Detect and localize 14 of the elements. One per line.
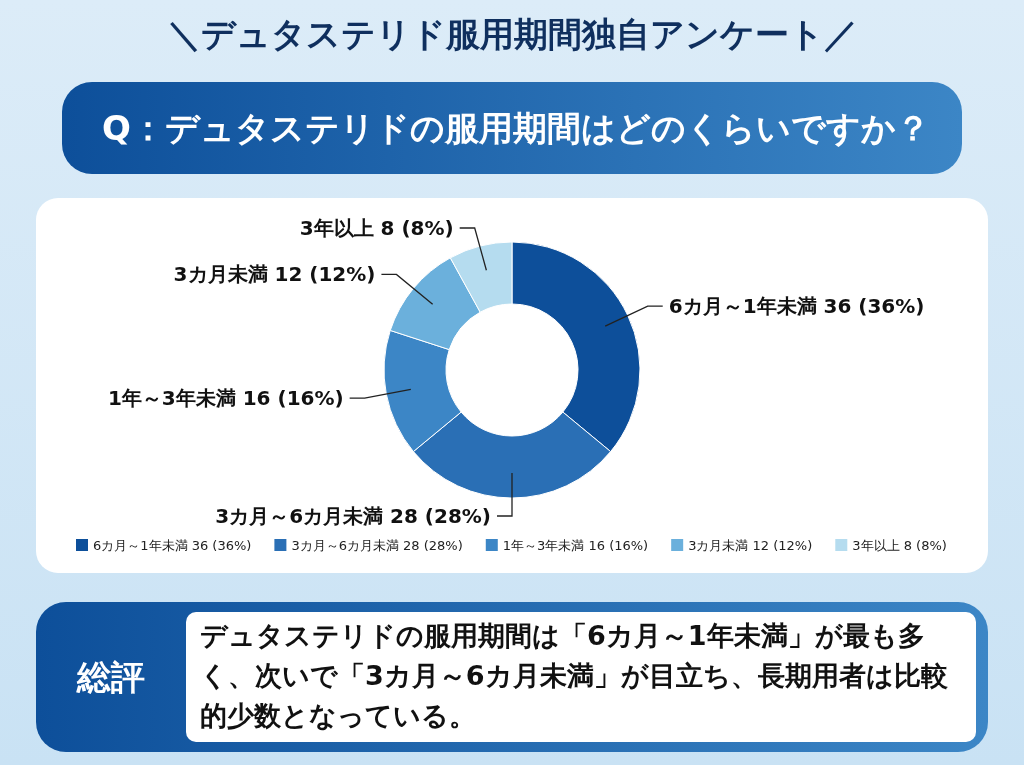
chart-title: ＼デュタステリド服用期間独自アンケート／ [165, 13, 859, 56]
legend-label: 3年以上 8 (8%) [852, 538, 947, 553]
chart-subtitle: Q：デュタステリドの服用期間はどのくらいですか？ [62, 82, 962, 174]
legend-label: 3カ月～6カ月未満 28 (28%) [291, 538, 463, 553]
slice-label: 6カ月～1年未満 36 (36%) [668, 294, 925, 319]
legend-label: 6カ月～1年未満 36 (36%) [93, 538, 252, 553]
slice-label: 3年以上 8 (8%) [299, 216, 454, 240]
slice-label: 3カ月～6カ月未満 28 (28%) [215, 504, 491, 528]
text: デュタステリドの服用期間は「6カ月～1年未満」が最も多く、次いで「3カ月～6カ月未満」が目立ち、長期用者は比較的少数となっている。 [186, 612, 976, 742]
slice-label: 1年～3年未満 16 (16%) [107, 386, 344, 411]
legend-label: 3カ月未満 12 (12%) [688, 538, 813, 553]
text: 総評 [75, 656, 146, 699]
legend-label: 1年～3年未満 16 (16%) [502, 538, 649, 553]
slice-label: 3カ月未満 12 (12%) [173, 262, 376, 287]
